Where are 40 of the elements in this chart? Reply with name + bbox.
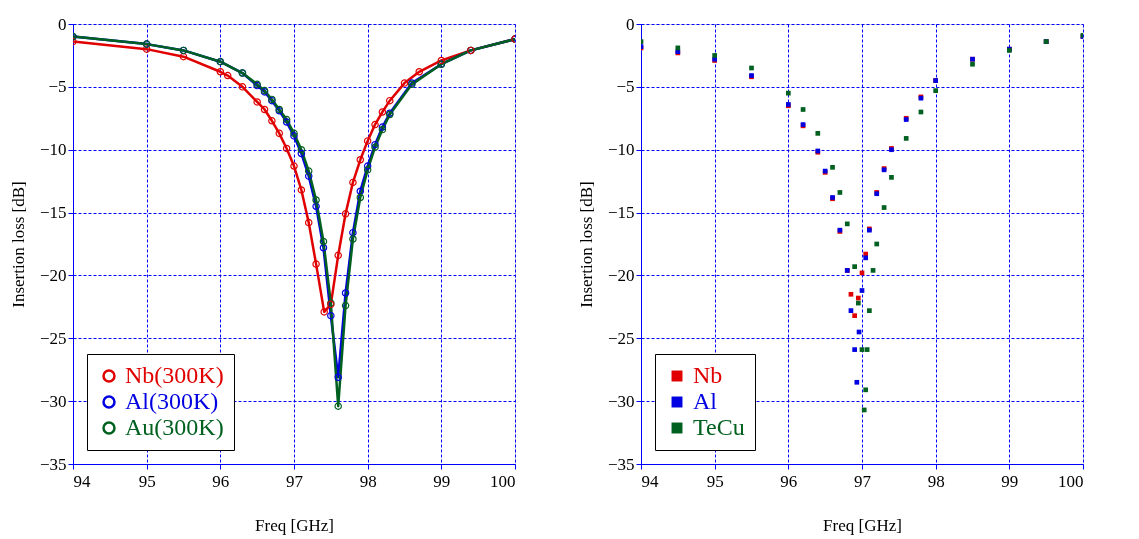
x-tick-label: 97 [854, 471, 872, 491]
x-tick-label: 99 [1001, 471, 1019, 491]
y-tick-label: −15 [607, 203, 635, 223]
y-tick-label: 0 [58, 14, 67, 34]
x-tick-label: 94 [641, 471, 659, 491]
y-tick-label: −35 [39, 454, 67, 474]
y-tick-label: −10 [607, 140, 635, 160]
legend-label: Nb(300K) [125, 362, 224, 388]
y-axis-title: Insertion loss [dB] [8, 181, 28, 308]
y-tick-label: −5 [616, 77, 635, 97]
y-tick-label: −30 [39, 391, 67, 411]
y-tick-label: −15 [39, 203, 67, 223]
legend-label: TeCu [693, 414, 745, 440]
x-tick-label: 97 [286, 471, 304, 491]
y-tick-label: 0 [626, 14, 635, 34]
legend-label: Au(300K) [125, 414, 224, 440]
x-tick-label: 98 [359, 471, 377, 491]
x-tick-label: 95 [138, 471, 156, 491]
y-tick-label: −5 [48, 77, 67, 97]
y-tick-label: −25 [39, 328, 67, 348]
x-tick-label: 94 [73, 471, 91, 491]
x-tick-label: 95 [706, 471, 724, 491]
x-axis-title: Freq [GHz] [823, 515, 902, 535]
x-tick-label: 100 [1058, 471, 1084, 491]
y-tick-label: −20 [39, 265, 67, 285]
x-axis-title: Freq [GHz] [255, 515, 334, 535]
y-tick-label: −10 [39, 140, 67, 160]
y-tick-label: −25 [607, 328, 635, 348]
legend-label: Al [693, 388, 718, 414]
x-tick-label: 96 [780, 471, 798, 491]
x-tick-label: 99 [433, 471, 451, 491]
y-tick-label: −20 [607, 265, 635, 285]
x-tick-label: 98 [927, 471, 945, 491]
x-tick-label: 96 [212, 471, 230, 491]
legend-label: Nb [693, 362, 723, 388]
y-tick-label: −35 [607, 454, 635, 474]
y-tick-label: −30 [607, 391, 635, 411]
y-axis-title: Insertion loss [dB] [576, 181, 596, 308]
x-tick-label: 100 [490, 471, 516, 491]
legend-label: Al(300K) [125, 388, 219, 414]
